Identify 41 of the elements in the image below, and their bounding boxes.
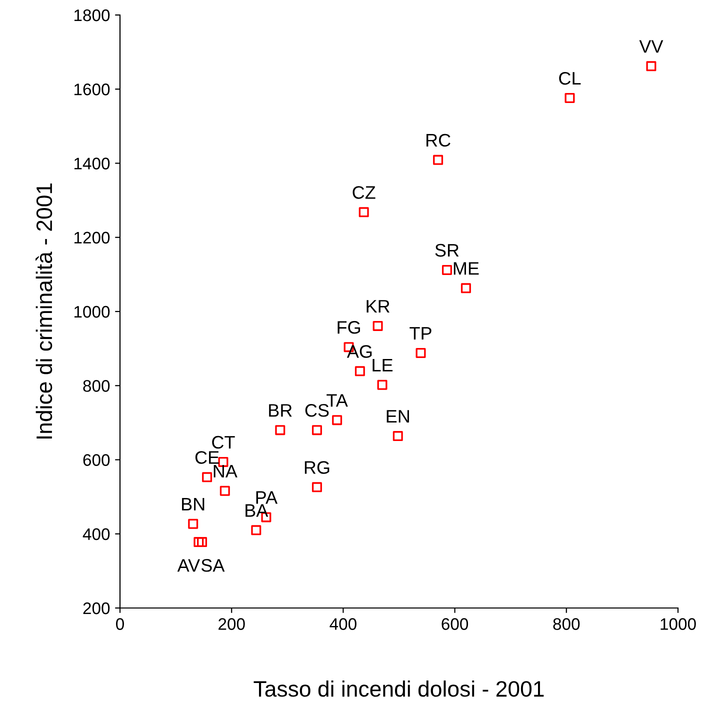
y-tick-label: 1800 bbox=[74, 9, 110, 22]
annotation: RG bbox=[304, 461, 330, 474]
annotation: CS bbox=[305, 404, 329, 417]
annotation: AV bbox=[177, 559, 200, 572]
x-tick-label: 800 bbox=[553, 618, 580, 630]
x-tick-label: 600 bbox=[442, 618, 468, 630]
annotation: TA bbox=[326, 394, 348, 407]
x-axis-title: Tasso di incendi dolosi - 2001 bbox=[254, 680, 544, 697]
annotation: SR bbox=[435, 244, 459, 257]
annotation: KR bbox=[366, 300, 390, 312]
y-tick-label: 200 bbox=[83, 602, 110, 614]
annotation: EN bbox=[386, 410, 409, 423]
y-tick-label: 1000 bbox=[74, 306, 110, 318]
annotation: CT bbox=[212, 436, 235, 449]
annotation: BR bbox=[269, 404, 292, 417]
y-tick-label: 1600 bbox=[74, 84, 110, 96]
annotation: BA bbox=[246, 504, 268, 517]
x-tick-label: 1000 bbox=[660, 618, 696, 630]
y-tick-label: 1200 bbox=[74, 232, 110, 244]
y-tick-label: 400 bbox=[82, 528, 110, 540]
annotation: CZ bbox=[352, 186, 376, 199]
y-tick-label: 600 bbox=[83, 454, 110, 466]
annotation: LE bbox=[372, 358, 393, 372]
annotation: PA bbox=[256, 491, 278, 504]
annotation: CE bbox=[195, 451, 219, 464]
annotation: VV bbox=[639, 40, 664, 53]
x-tick-label: 200 bbox=[218, 618, 245, 630]
annotation: NA bbox=[214, 464, 238, 478]
annotation: SA bbox=[201, 559, 225, 572]
y-axis-title: Indice di criminalità - 2001 bbox=[36, 184, 52, 439]
annotation: BN bbox=[182, 498, 204, 510]
x-tick-label: 0 bbox=[116, 618, 124, 630]
annotation: CL bbox=[559, 72, 581, 85]
annotation: RC bbox=[426, 134, 450, 147]
x-tick-label: 400 bbox=[330, 618, 356, 630]
y-tick-label: 800 bbox=[83, 380, 110, 392]
y-tick-label: 1400 bbox=[74, 158, 110, 170]
annotation: FG bbox=[338, 321, 360, 334]
annotation: TP bbox=[410, 327, 432, 340]
annotation: ME bbox=[454, 262, 479, 275]
annotation: AG bbox=[346, 345, 372, 358]
